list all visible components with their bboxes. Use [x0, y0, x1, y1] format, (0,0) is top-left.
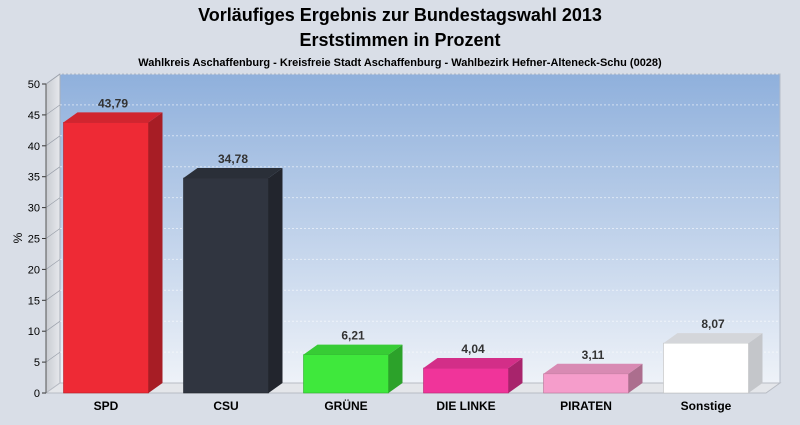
data-label: 43,79	[98, 96, 128, 110]
bar-gr-ne: 6,21	[303, 329, 403, 394]
x-axis-ticks: SPD CSU GRÜNE DIE LINKE PIRATEN Sonstige	[94, 398, 732, 413]
y-tick-label: 5	[34, 357, 40, 369]
bars: 43,79 34,78 6,21 4,04 3,11 8,07	[63, 96, 763, 394]
bar-side	[148, 112, 163, 393]
bar-top	[423, 358, 523, 369]
y-tick-label: 15	[28, 295, 40, 307]
bar-top	[183, 168, 283, 179]
x-tick-label: GRÜNE	[324, 398, 367, 413]
bar-front	[63, 122, 149, 394]
bar-spd: 43,79	[63, 96, 163, 394]
gridlines	[45, 73, 780, 363]
chart-title: Vorläufiges Ergebnis zur Bundestagswahl …	[198, 5, 602, 25]
y-tick-label: 40	[28, 141, 40, 153]
bar-side	[268, 168, 283, 393]
y-tick-label: 0	[34, 388, 40, 400]
data-label: 3,11	[582, 348, 605, 362]
y-tick-label: 50	[28, 79, 40, 91]
bar-front	[423, 367, 509, 394]
bar-front	[663, 342, 749, 394]
bar-front	[543, 373, 629, 394]
bar-side	[628, 363, 643, 393]
x-tick-label: Sonstige	[681, 399, 732, 413]
bar-side	[508, 358, 523, 393]
bar-side	[388, 344, 403, 393]
gridline-side	[45, 351, 61, 363]
gridline-side	[45, 228, 61, 239]
bar-csu: 34,78	[183, 152, 283, 394]
gridline-side	[45, 197, 61, 208]
gridline-side	[45, 320, 61, 332]
y-tick-label: 35	[28, 172, 40, 184]
x-tick-label: CSU	[213, 399, 238, 413]
gridline-side	[45, 290, 61, 301]
data-label: 34,78	[218, 152, 248, 166]
gridline-side	[45, 73, 61, 85]
bar-die-linke: 4,04	[423, 342, 523, 394]
x-tick-label: SPD	[94, 399, 119, 413]
y-tick-label: 30	[28, 203, 40, 215]
y-tick-label: 25	[28, 234, 40, 246]
bar-top	[663, 333, 763, 344]
bar-top	[303, 344, 403, 355]
gridline-side	[45, 166, 61, 177]
bar-side	[748, 333, 763, 393]
y-axis-ticks: 0 5 10 15 20 25 30 35 40 45 50	[28, 79, 47, 400]
bar-piraten: 3,11	[543, 348, 643, 394]
bar-sonstige: 8,07	[663, 317, 763, 394]
y-tick-label: 10	[28, 326, 40, 338]
data-label: 4,04	[461, 342, 485, 356]
bar-top	[63, 112, 163, 123]
gridline-side	[45, 259, 61, 270]
data-label: 6,21	[341, 329, 365, 343]
x-tick-label: PIRATEN	[560, 399, 612, 413]
gridline-side	[45, 104, 61, 116]
chart-title-line2: Erststimmen in Prozent	[299, 30, 500, 50]
y-tick-label: 20	[28, 264, 40, 276]
chart-subtitle: Wahlkreis Aschaffenburg - Kreisfreie Sta…	[138, 57, 662, 69]
bar-front	[303, 354, 389, 394]
bar-top	[543, 363, 643, 374]
y-tick-label: 45	[28, 110, 40, 122]
y-axis-label: %	[11, 232, 25, 243]
gridline-side	[45, 135, 61, 147]
bar-front	[183, 177, 269, 394]
x-tick-label: DIE LINKE	[436, 399, 495, 413]
data-label: 8,07	[701, 317, 725, 331]
